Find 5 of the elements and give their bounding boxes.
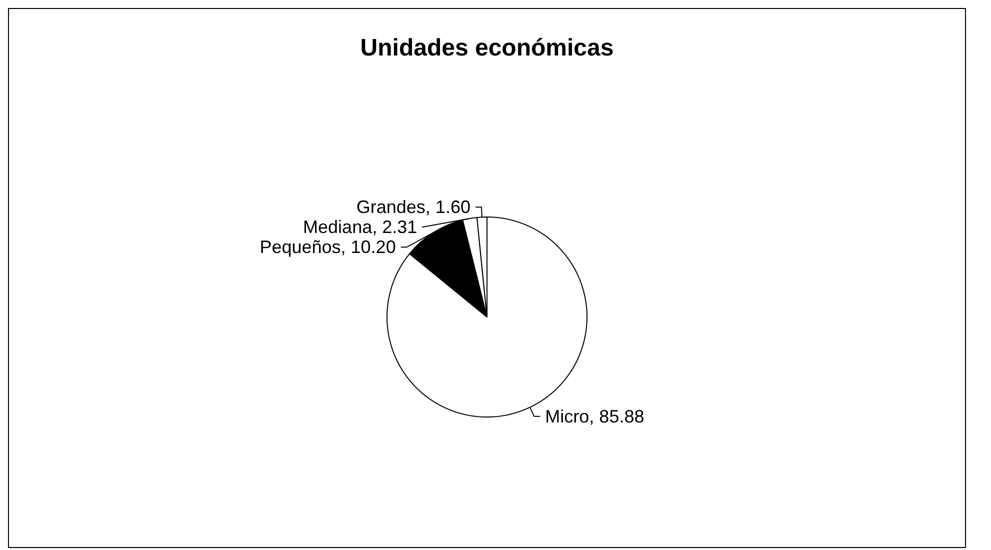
slice-label: Grandes, 1.60 bbox=[356, 197, 470, 218]
slice-label: Mediana, 2.31 bbox=[303, 217, 418, 238]
slice-label: Pequeños, 10.20 bbox=[260, 237, 396, 258]
slice-label: Micro, 85.88 bbox=[545, 406, 644, 426]
chart-title: Unidades económicas bbox=[360, 34, 614, 62]
